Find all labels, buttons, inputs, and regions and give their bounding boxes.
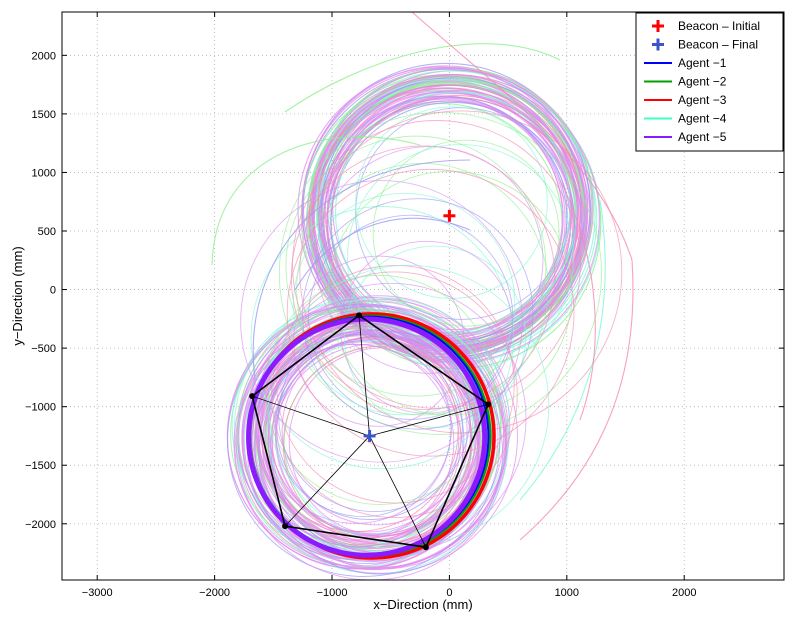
- agent-position: [282, 523, 289, 530]
- x-tick-label: −1000: [317, 587, 348, 599]
- transition-loop: [292, 119, 581, 409]
- y-tick-label: −500: [31, 343, 56, 355]
- y-axis-label: y−Direction (mm): [10, 246, 25, 345]
- y-tick-label: 500: [38, 226, 56, 238]
- final-orbit-agent5: [246, 316, 488, 558]
- formation-spoke: [252, 395, 370, 437]
- x-tick-label: 2000: [672, 587, 696, 599]
- legend-label: Beacon – Final: [678, 38, 758, 52]
- legend-entry: Agent −2: [644, 75, 727, 89]
- transition-loop: [372, 139, 560, 327]
- agent-position: [485, 401, 492, 408]
- approach-arc: [252, 159, 471, 381]
- y-tick-label: 1500: [32, 109, 56, 121]
- legend-entry: Agent −5: [644, 130, 727, 144]
- trajectory-loop: [255, 328, 459, 532]
- ticks: −3000 −2000 −1000 0 1000 2000 −2000 −1500 −1000 −…: [25, 12, 784, 599]
- beacon-final-marker: [363, 429, 376, 442]
- transition-loop: [240, 180, 523, 463]
- transition-loop: [286, 168, 575, 457]
- approach-arc: [284, 43, 561, 113]
- legend-label: Beacon – Initial: [678, 19, 760, 33]
- y-tick-label: 1000: [32, 167, 56, 179]
- trajectories: [211, 12, 634, 580]
- y-tick-label: −1500: [25, 460, 56, 472]
- legend-label: Agent −3: [678, 93, 727, 107]
- transition-loop: [274, 340, 452, 518]
- formation: [249, 209, 492, 551]
- transition-loop: [308, 214, 514, 420]
- agent-position: [422, 544, 429, 551]
- transition-loop: [347, 144, 575, 372]
- legend-label: Agent −5: [678, 130, 727, 144]
- x-tick-label: −3000: [82, 587, 113, 599]
- legend-entry: Agent −1: [644, 56, 727, 70]
- transition-loop: [264, 274, 495, 505]
- y-tick-label: −1000: [25, 402, 56, 414]
- x-axis-label: x−Direction (mm): [373, 597, 472, 612]
- agent-position: [356, 312, 363, 319]
- x-tick-label: 1000: [555, 587, 579, 599]
- plot-frame: [61, 11, 785, 581]
- y-tick-label: −2000: [25, 519, 56, 531]
- formation-pentagon: [251, 314, 490, 549]
- approach-arc: [294, 217, 471, 291]
- transition-loop: [292, 192, 516, 416]
- approach-arc: [211, 136, 421, 266]
- trajectory-loop: [242, 322, 481, 561]
- x-tick-label: −2000: [199, 587, 230, 599]
- transition-loop: [355, 106, 548, 300]
- legend: Beacon – Initial Beacon – Final Agent −1 Ag…: [635, 12, 784, 152]
- formation-spoke: [358, 315, 370, 436]
- formation-spoke: [369, 435, 427, 548]
- x-tick-label: 0: [446, 587, 452, 599]
- legend-label: Agent −2: [678, 75, 727, 89]
- transition-loop: [250, 206, 514, 470]
- legend-entry: Agent −3: [644, 93, 727, 107]
- legend-entry: Agent −4: [644, 112, 727, 126]
- y-tick-label: 2000: [32, 50, 56, 62]
- legend-entry: Beacon – Initial: [652, 19, 760, 33]
- formation-spoke: [284, 435, 370, 527]
- approach-arc: [411, 12, 633, 261]
- agent-position: [249, 393, 256, 400]
- trajectory-loop: [324, 87, 573, 336]
- legend-entry: Beacon – Final: [652, 38, 758, 52]
- transition-loop: [339, 240, 513, 414]
- transition-loop: [343, 245, 527, 428]
- transition-loop: [327, 170, 573, 416]
- legend-label: Agent −1: [678, 56, 727, 70]
- approach-arc: [519, 199, 606, 501]
- approach-arc: [519, 259, 634, 541]
- y-tick-label: 0: [50, 285, 56, 297]
- beacon-initial-marker: [443, 209, 456, 222]
- legend-label: Agent −4: [678, 112, 727, 126]
- approach-arc: [559, 179, 596, 421]
- formation-spoke: [369, 403, 489, 437]
